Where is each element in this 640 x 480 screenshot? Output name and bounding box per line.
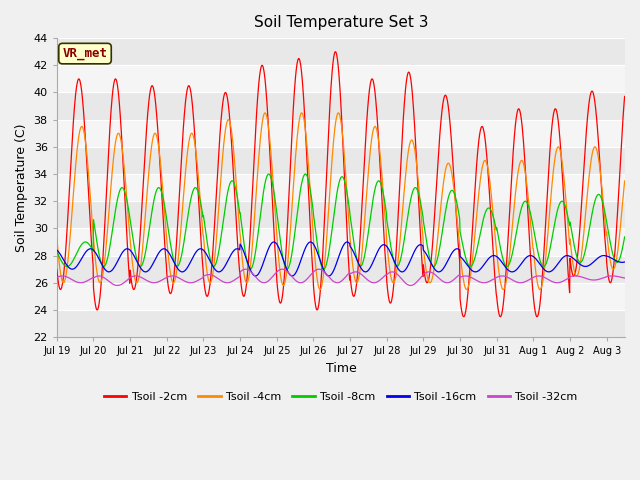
- Tsoil -8cm: [53, 249, 61, 255]
- Bar: [57, 120, 625, 147]
- Tsoil -32cm: [242, 266, 250, 272]
- Tsoil -4cm: [621, 178, 628, 184]
- Tsoil -16cm: [621, 259, 628, 265]
- Tsoil -8cm: [621, 234, 628, 240]
- Tsoil -4cm: [463, 287, 470, 292]
- Tsoil -32cm: [217, 278, 225, 284]
- Tsoil -32cm: [621, 275, 628, 281]
- Tsoil -2cm: [268, 196, 276, 202]
- Tsoil -16cm: [269, 240, 276, 245]
- Tsoil -8cm: [269, 181, 276, 187]
- Text: VR_met: VR_met: [63, 47, 108, 60]
- Tsoil -16cm: [483, 257, 491, 263]
- Y-axis label: Soil Temperature (C): Soil Temperature (C): [15, 123, 28, 252]
- Legend: Tsoil -2cm, Tsoil -4cm, Tsoil -8cm, Tsoil -16cm, Tsoil -32cm: Tsoil -2cm, Tsoil -4cm, Tsoil -8cm, Tsoi…: [100, 387, 582, 407]
- Title: Soil Temperature Set 3: Soil Temperature Set 3: [253, 15, 428, 30]
- Tsoil -4cm: [547, 203, 554, 208]
- Tsoil -2cm: [166, 289, 173, 295]
- Bar: [57, 38, 625, 65]
- Tsoil -32cm: [156, 278, 163, 284]
- Tsoil -16cm: [547, 269, 554, 275]
- Line: Tsoil -32cm: Tsoil -32cm: [57, 269, 625, 286]
- Tsoil -8cm: [166, 235, 173, 240]
- Tsoil -16cm: [155, 250, 163, 256]
- Bar: [57, 283, 625, 310]
- Tsoil -4cm: [217, 179, 225, 184]
- Tsoil -2cm: [547, 144, 554, 150]
- Line: Tsoil -2cm: Tsoil -2cm: [57, 52, 625, 317]
- X-axis label: Time: Time: [326, 362, 356, 375]
- Tsoil -16cm: [53, 247, 61, 253]
- Tsoil -32cm: [166, 274, 173, 279]
- Tsoil -4cm: [269, 171, 276, 177]
- Bar: [57, 255, 625, 283]
- Bar: [57, 93, 625, 120]
- Tsoil -4cm: [166, 264, 173, 269]
- Bar: [57, 174, 625, 201]
- Tsoil -4cm: [155, 145, 163, 151]
- Tsoil -16cm: [270, 239, 278, 245]
- Bar: [57, 228, 625, 255]
- Tsoil -2cm: [217, 122, 225, 128]
- Tsoil -8cm: [547, 245, 554, 251]
- Tsoil -32cm: [113, 283, 121, 288]
- Tsoil -16cm: [252, 273, 259, 279]
- Tsoil -2cm: [155, 142, 163, 148]
- Tsoil -8cm: [155, 185, 163, 191]
- Tsoil -2cm: [621, 94, 628, 99]
- Tsoil -8cm: [320, 266, 328, 272]
- Bar: [57, 65, 625, 93]
- Tsoil -32cm: [53, 275, 61, 280]
- Tsoil -2cm: [483, 158, 491, 164]
- Bar: [57, 147, 625, 174]
- Tsoil -32cm: [269, 273, 276, 279]
- Tsoil -2cm: [332, 49, 339, 55]
- Bar: [57, 201, 625, 228]
- Line: Tsoil -16cm: Tsoil -16cm: [57, 242, 625, 276]
- Tsoil -4cm: [53, 235, 61, 241]
- Line: Tsoil -4cm: Tsoil -4cm: [57, 113, 625, 289]
- Tsoil -4cm: [261, 110, 269, 116]
- Tsoil -2cm: [53, 266, 61, 272]
- Tsoil -16cm: [217, 268, 225, 274]
- Tsoil -4cm: [483, 162, 491, 168]
- Bar: [57, 310, 625, 337]
- Tsoil -8cm: [483, 206, 491, 212]
- Tsoil -32cm: [483, 279, 491, 285]
- Tsoil -8cm: [265, 171, 273, 177]
- Tsoil -2cm: [460, 314, 468, 320]
- Line: Tsoil -8cm: Tsoil -8cm: [57, 174, 625, 269]
- Tsoil -16cm: [166, 251, 173, 257]
- Tsoil -8cm: [217, 237, 225, 242]
- Tsoil -32cm: [547, 278, 554, 284]
